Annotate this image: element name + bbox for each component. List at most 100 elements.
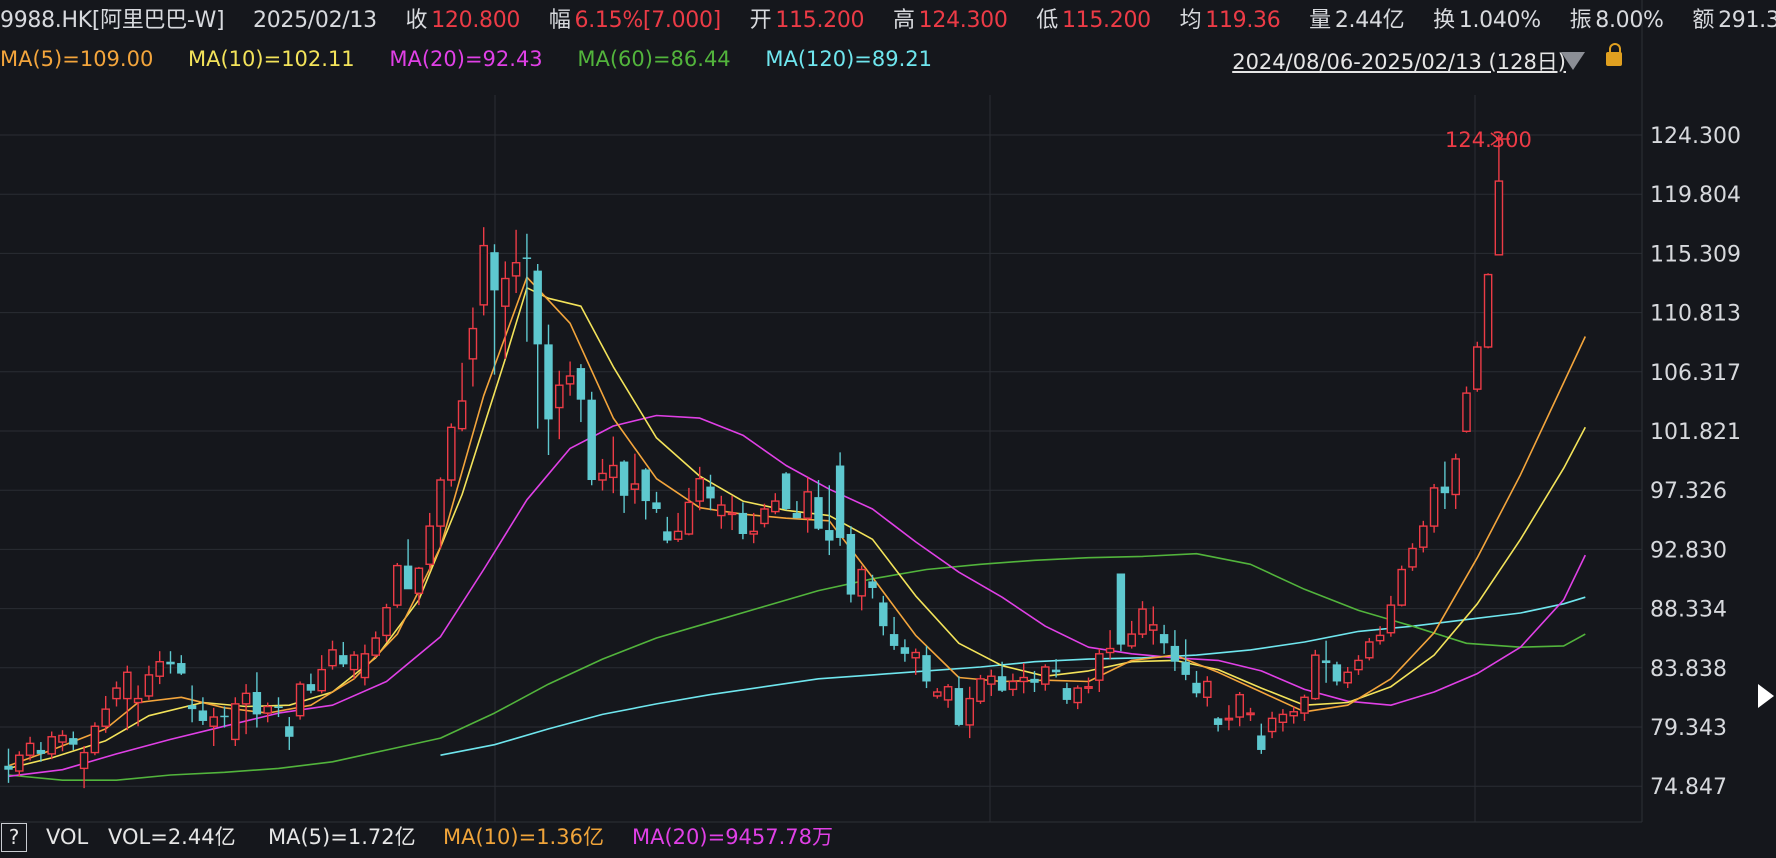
candle bbox=[565, 361, 575, 396]
candle bbox=[447, 423, 456, 487]
candle-body bbox=[166, 661, 175, 665]
candle bbox=[1040, 664, 1050, 691]
candle-body bbox=[1429, 487, 1439, 527]
candle bbox=[4, 748, 13, 783]
candle-body bbox=[1170, 645, 1180, 662]
ma120-line bbox=[440, 596, 1586, 756]
candle bbox=[479, 227, 489, 316]
candle-body bbox=[1408, 547, 1417, 568]
candle-body bbox=[1159, 634, 1169, 644]
candle-body bbox=[1418, 525, 1428, 548]
candle-body bbox=[587, 399, 596, 481]
y-tick-label: 92.830 bbox=[1650, 538, 1727, 563]
candle-body bbox=[814, 497, 823, 529]
candle bbox=[987, 669, 996, 696]
candle-body bbox=[4, 765, 13, 770]
dropdown-triangle-icon[interactable] bbox=[1561, 52, 1585, 70]
candle bbox=[706, 474, 715, 511]
max-price-marker: 124.300 bbox=[1445, 128, 1532, 152]
candle-body bbox=[47, 736, 56, 755]
candle bbox=[1397, 565, 1406, 607]
candle-body bbox=[565, 375, 575, 385]
candle bbox=[1429, 483, 1439, 533]
candle-body bbox=[1224, 717, 1234, 721]
y-tick-label: 74.847 bbox=[1650, 775, 1727, 800]
candle bbox=[587, 391, 596, 486]
vol-indicator-label[interactable]: VOL bbox=[46, 825, 89, 849]
close-label: 收 bbox=[405, 8, 428, 33]
candle bbox=[900, 639, 910, 662]
candle bbox=[576, 364, 586, 423]
avg-value: 119.36 bbox=[1205, 8, 1281, 33]
candle bbox=[1084, 677, 1093, 694]
candle-body bbox=[360, 653, 370, 679]
expand-arrow-icon[interactable] bbox=[1758, 684, 1774, 708]
candle bbox=[1418, 520, 1428, 553]
candle-body bbox=[857, 568, 866, 597]
candle bbox=[879, 595, 888, 636]
candle-body bbox=[457, 400, 467, 430]
help-button[interactable]: ? bbox=[1, 823, 27, 852]
date-range-link[interactable]: 2024/08/06-2025/02/13 (128日) bbox=[1232, 50, 1566, 74]
candle bbox=[230, 697, 240, 747]
candle-body bbox=[630, 483, 640, 490]
y-tick-label: 88.334 bbox=[1650, 598, 1727, 623]
candle bbox=[1289, 706, 1298, 724]
candle-body bbox=[328, 649, 337, 667]
candle-body bbox=[14, 754, 24, 772]
candle-body bbox=[1289, 711, 1298, 717]
candle bbox=[1062, 682, 1072, 704]
candle bbox=[1116, 573, 1126, 652]
candle bbox=[1300, 694, 1309, 721]
candle bbox=[544, 324, 553, 455]
change-value: 6.15%[7.000] bbox=[574, 8, 722, 33]
candle bbox=[58, 730, 67, 752]
candle-body bbox=[1343, 671, 1352, 684]
candle bbox=[792, 501, 802, 519]
candle bbox=[781, 472, 791, 511]
candle-body bbox=[349, 654, 359, 671]
candle bbox=[112, 681, 121, 707]
candle bbox=[857, 565, 866, 611]
candle-body bbox=[1213, 718, 1223, 725]
y-tick-label: 119.804 bbox=[1650, 183, 1741, 208]
candle-body bbox=[198, 710, 208, 721]
candle bbox=[1364, 638, 1374, 661]
candle bbox=[349, 651, 359, 679]
candle bbox=[598, 458, 607, 491]
candle-body bbox=[609, 464, 618, 479]
candle-body bbox=[177, 663, 186, 674]
candle-body bbox=[1073, 687, 1082, 704]
candle-body bbox=[1472, 346, 1482, 390]
candle-body bbox=[792, 512, 802, 519]
candle bbox=[663, 516, 672, 544]
candle bbox=[490, 244, 499, 375]
candle bbox=[1462, 386, 1471, 433]
candle-body bbox=[933, 691, 942, 697]
candle bbox=[122, 665, 132, 731]
candle bbox=[1235, 692, 1244, 727]
candle bbox=[619, 460, 629, 513]
lock-icon[interactable] bbox=[1606, 43, 1622, 66]
candle bbox=[1451, 453, 1460, 509]
candle-body bbox=[490, 252, 499, 291]
candle bbox=[414, 566, 424, 606]
candle-body bbox=[1202, 680, 1212, 698]
candle bbox=[1267, 711, 1277, 739]
candle-body bbox=[1030, 678, 1039, 683]
y-tick-label: 115.309 bbox=[1650, 242, 1741, 267]
candle bbox=[1224, 705, 1234, 731]
candle-body bbox=[1451, 458, 1460, 496]
candle-body bbox=[403, 565, 413, 590]
candle bbox=[868, 574, 877, 599]
candle bbox=[1408, 543, 1417, 571]
candle bbox=[403, 539, 413, 590]
candle-body bbox=[1105, 647, 1115, 654]
candle-body bbox=[825, 530, 834, 541]
open-value: 115.200 bbox=[775, 8, 865, 33]
candle bbox=[889, 616, 899, 650]
symbol-label[interactable]: 9988.HK[阿里巴巴-W] bbox=[0, 8, 225, 33]
candle bbox=[1440, 461, 1450, 509]
candle-body bbox=[1116, 573, 1126, 645]
